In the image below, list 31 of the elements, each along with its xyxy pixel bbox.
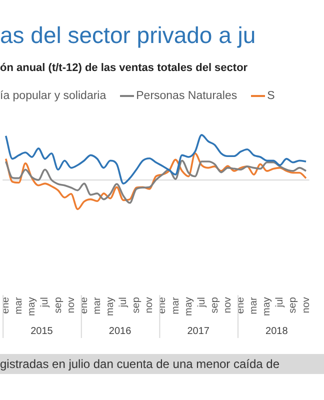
chart-title: as del sector privado a ju <box>0 22 256 49</box>
x-tick-label: nov <box>300 297 312 314</box>
x-tick-label: mar <box>14 296 25 314</box>
x-tick-label: sep <box>209 296 220 314</box>
legend-label: Personas Naturales <box>135 90 238 102</box>
x-tick-label: jul <box>274 297 286 308</box>
x-tick-label: may <box>262 297 273 316</box>
text: 2015 <box>30 326 54 337</box>
x-tick-label: may <box>26 297 38 316</box>
x-tick-label: ene <box>78 296 90 314</box>
x-tick-label: jul <box>196 297 208 308</box>
text: gistradas en julio dan cuenta de una menor caída de <box>0 354 324 374</box>
x-tick-label: may <box>183 297 194 316</box>
text: 2017 <box>187 326 210 337</box>
text: 2018 <box>266 326 288 337</box>
x-tick-label: mar <box>248 296 260 314</box>
x-tick-label: nov <box>144 297 156 314</box>
x-tick-label: may <box>105 297 116 316</box>
x-tick-label: jul <box>118 297 130 308</box>
x-tick-label: mar <box>170 296 182 314</box>
x-tick-label: jul <box>40 297 51 308</box>
x-tick-label: nov <box>66 297 77 314</box>
x-tick-label: nov <box>222 297 234 314</box>
x-tick-label: mar <box>92 296 103 314</box>
legend-label: S <box>266 90 275 102</box>
chart-subtitle: ón anual (t/t-12) de las ventas totales del sector <box>0 62 248 74</box>
x-tick-label: sep <box>131 296 142 314</box>
text: ía popular y solidaria <box>0 90 106 102</box>
x-tick-label: sep <box>288 296 299 314</box>
x-tick-label: sep <box>52 296 64 314</box>
text: 2016 <box>108 326 132 337</box>
